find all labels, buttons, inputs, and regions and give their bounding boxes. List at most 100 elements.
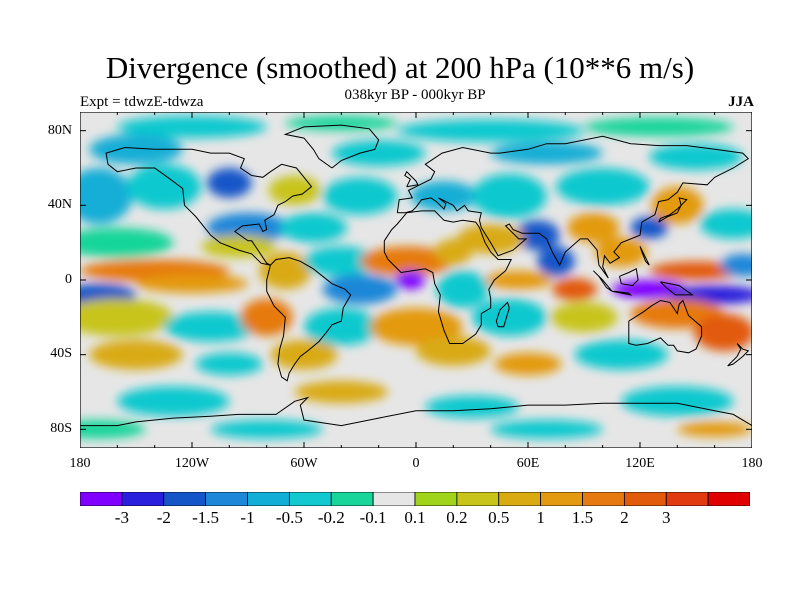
field-blob: [485, 270, 553, 290]
field-blob: [80, 168, 133, 224]
lon-tick-120w: 120W: [174, 456, 210, 471]
lon-tick-60w: 60W: [290, 456, 318, 471]
colorbar-box: [247, 492, 290, 506]
field-blob: [206, 168, 252, 198]
experiment-label: Expt = tdwzE-tdwza: [80, 94, 204, 110]
field-blob: [304, 308, 379, 346]
coastline: [404, 170, 419, 188]
coastline: [592, 270, 613, 292]
field-blob: [457, 224, 525, 254]
field-blob: [556, 168, 650, 206]
colorbar-box: [623, 492, 667, 506]
colorbar-box: [498, 492, 542, 506]
lat-tick-40s: 40S: [50, 346, 72, 361]
field-blob: [240, 298, 293, 336]
map-ticks: [80, 112, 752, 448]
field-blob: [649, 143, 743, 170]
coastline: [628, 299, 703, 354]
coastline: [639, 246, 650, 266]
field-blob: [201, 235, 276, 258]
field-blob: [720, 253, 752, 277]
field-blob: [490, 420, 603, 439]
field-blob: [332, 140, 426, 167]
coastline: [266, 257, 352, 382]
field-blob: [304, 246, 379, 277]
colorbar-label: -1.5: [192, 508, 220, 527]
coastline: [658, 197, 688, 223]
coastlines: [80, 124, 752, 427]
field-blob: [472, 173, 547, 219]
colorbar-box: [707, 492, 750, 506]
field-blob: [206, 212, 290, 243]
field-blob: [322, 274, 398, 305]
coastline: [283, 124, 380, 169]
divergence-field: [80, 115, 752, 439]
field-blob: [612, 280, 687, 299]
coastline: [611, 290, 633, 296]
colorbar-label: 3: [662, 508, 671, 527]
field-blob: [567, 212, 620, 243]
map-subtitle: 038kyr BP - 000kyr BP: [344, 87, 486, 103]
field-blob: [677, 421, 752, 437]
lon-tick-180w: 180: [69, 456, 91, 471]
field-blob: [550, 302, 618, 333]
coastline: [383, 210, 513, 344]
field-blob: [537, 246, 575, 277]
field-blob: [651, 186, 704, 224]
colorbar: [80, 492, 750, 506]
colorbar-box: [414, 492, 458, 506]
lat-tick-80s: 80S: [50, 421, 72, 436]
field-blob: [117, 115, 267, 139]
field-blob: [621, 386, 734, 417]
field-blob: [434, 238, 472, 266]
colorbar-label: -2: [156, 508, 171, 527]
field-blob: [80, 298, 174, 336]
coastline: [727, 343, 750, 367]
lat-tick-40n: 40N: [47, 197, 72, 212]
lon-tick-120e: 120E: [625, 456, 655, 471]
field-blob: [80, 227, 174, 258]
colorbar-box: [121, 492, 165, 506]
field-blob: [136, 274, 248, 293]
field-blob: [360, 246, 454, 277]
colorbar-label: -0.5: [275, 508, 303, 527]
field-blob: [322, 177, 398, 215]
colorbar-box: [582, 492, 625, 506]
field-blob: [395, 270, 426, 290]
lon-tick-180e: 180: [741, 456, 763, 471]
field-blob: [279, 212, 347, 243]
colorbar-box: [665, 492, 709, 506]
field-blob: [425, 395, 519, 419]
colorbar-label: 1: [536, 508, 545, 527]
field-blob: [126, 164, 202, 210]
coastline: [660, 281, 694, 296]
lon-tick-0: 0: [412, 456, 420, 471]
field-blob: [694, 313, 752, 351]
field-blob: [80, 420, 146, 439]
colorbar-box: [372, 492, 416, 506]
field-blob: [595, 237, 648, 267]
field-blob: [699, 209, 752, 239]
field-blob: [649, 261, 743, 280]
colorbar-label: 2: [620, 508, 629, 527]
map-title: Divergence (smoothed) at 200 hPa (10**6 …: [105, 50, 695, 85]
colorbar-box: [288, 492, 332, 506]
divergence-map: [80, 112, 752, 448]
colorbar-box: [205, 492, 248, 506]
field-blob: [164, 311, 258, 342]
coastline: [80, 396, 752, 427]
field-blob: [584, 117, 734, 137]
colorbar-box: [540, 492, 583, 506]
field-blob: [117, 386, 230, 417]
colorbar-label: 0.2: [446, 508, 468, 527]
colorbar-box: [80, 492, 123, 506]
lat-tick-0: 0: [65, 272, 72, 287]
field-blob: [574, 339, 668, 370]
field-blob: [490, 141, 603, 165]
colorbar-label: -3: [114, 508, 129, 527]
colorbar-box: [456, 492, 500, 506]
field-blob: [259, 252, 312, 290]
colorbar-label: 0.1: [404, 508, 426, 527]
lat-tick-80n: 80N: [47, 123, 72, 138]
field-blob: [416, 336, 491, 366]
